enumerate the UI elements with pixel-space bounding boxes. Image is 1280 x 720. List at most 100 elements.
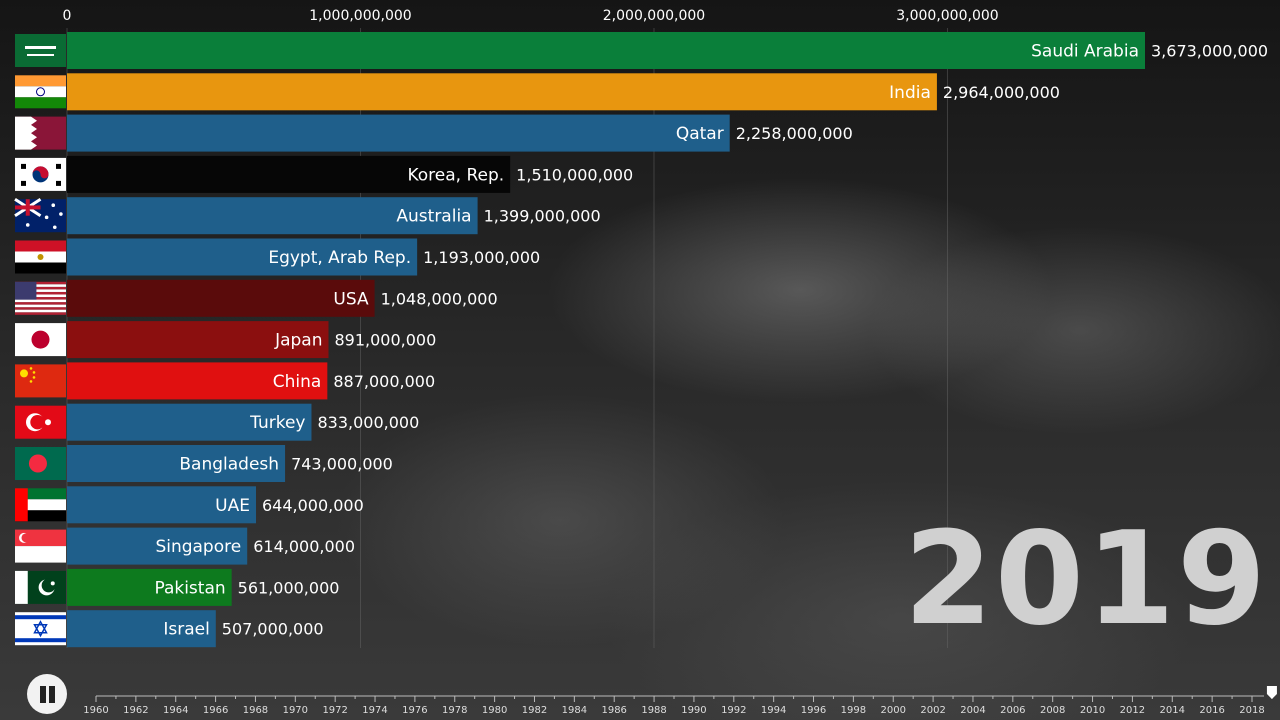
israel-flag [15, 612, 66, 646]
bar-value-label: 507,000,000 [222, 620, 324, 639]
timeline-year-label: 1970 [283, 705, 308, 716]
bar-category-label: Qatar [676, 124, 724, 144]
bar [67, 279, 375, 317]
x-tick-label: 0 [63, 8, 72, 24]
bar-value-label: 561,000,000 [238, 578, 340, 597]
korea-flag [15, 157, 66, 191]
bar-value-label: 3,673,000,000 [1151, 42, 1268, 61]
bar-value-label: 1,048,000,000 [381, 289, 498, 308]
bar [67, 197, 478, 235]
bar-category-label: China [273, 372, 322, 392]
bar-category-label: Egypt, Arab Rep. [268, 248, 411, 268]
bar-category-label: Australia [396, 207, 471, 227]
x-tick-label: 3,000,000,000 [896, 8, 998, 24]
pause-button[interactable] [27, 674, 67, 714]
bar [67, 610, 216, 648]
usa-flag [15, 281, 66, 315]
bar-value-label: 2,964,000,000 [943, 83, 1060, 102]
bar [67, 527, 248, 565]
timeline-year-label: 1962 [123, 705, 148, 716]
bar-value-label: 891,000,000 [335, 331, 437, 350]
timeline-handle[interactable] [1266, 686, 1277, 699]
india-flag [15, 75, 66, 109]
bar [67, 155, 511, 193]
bar-value-label: 1,510,000,000 [516, 165, 633, 184]
bar-category-label: Saudi Arabia [1031, 42, 1139, 62]
timeline-year-label: 2014 [1160, 705, 1185, 716]
bar [67, 362, 328, 400]
bar-category-label: Singapore [155, 537, 241, 557]
bar-value-label: 743,000,000 [291, 455, 393, 474]
timeline-year-label: 1994 [761, 705, 786, 716]
timeline-year-label: 1996 [801, 705, 826, 716]
bar [67, 568, 232, 606]
pause-icon [40, 686, 46, 703]
timeline-year-label: 1980 [482, 705, 507, 716]
singapore-flag [15, 529, 66, 563]
pause-icon-bar [49, 686, 55, 703]
bar-value-label: 1,399,000,000 [484, 207, 601, 226]
qatar-flag [15, 116, 66, 150]
timeline-year-label: 1978 [442, 705, 467, 716]
bar [67, 238, 418, 276]
saudi-arabia-flag [15, 34, 66, 67]
bar-value-label: 614,000,000 [253, 537, 355, 556]
pakistan-flag [15, 570, 66, 604]
uae-flag [15, 488, 66, 522]
timeline-year-label: 1988 [641, 705, 666, 716]
timeline-year-label: 1964 [163, 705, 188, 716]
timeline-year-label: 1976 [402, 705, 427, 716]
timeline-year-label: 2004 [960, 705, 985, 716]
bar-value-label: 2,258,000,000 [736, 124, 853, 143]
bar-category-label: India [889, 83, 931, 103]
x-tick-label: 1,000,000,000 [309, 8, 411, 24]
turkey-flag [15, 405, 66, 439]
x-tick-label: 2,000,000,000 [603, 8, 705, 24]
timeline-year-label: 1984 [562, 705, 587, 716]
timeline-year-label: 1968 [243, 705, 268, 716]
australia-flag [14, 197, 66, 233]
timeline-year-label: 2008 [1040, 705, 1065, 716]
timeline-year-label: 2012 [1120, 705, 1145, 716]
timeline-year-label: 2018 [1239, 705, 1264, 716]
bar [67, 321, 329, 359]
bar-value-label: 644,000,000 [262, 496, 364, 515]
timeline-year-label: 1990 [681, 705, 706, 716]
bar-category-label: UAE [215, 496, 250, 516]
bar-category-label: Japan [274, 331, 322, 351]
bar-value-label: 1,193,000,000 [423, 248, 540, 267]
bar-category-label: USA [333, 289, 369, 309]
timeline-year-label: 1974 [362, 705, 387, 716]
bar [67, 114, 730, 152]
year-label: 2019 [903, 505, 1268, 654]
china-flag [15, 364, 66, 398]
timeline-year-label: 2010 [1080, 705, 1105, 716]
bar [67, 403, 312, 441]
timeline-year-label: 2000 [881, 705, 906, 716]
bar-category-label: Korea, Rep. [407, 165, 504, 185]
timeline-year-label: 1998 [841, 705, 866, 716]
bar [67, 486, 257, 524]
bangladesh-flag [15, 447, 66, 480]
timeline-year-label: 2006 [1000, 705, 1025, 716]
egypt-flag [15, 240, 66, 274]
timeline-year-label: 1966 [203, 705, 228, 716]
timeline-year-label: 2016 [1199, 705, 1224, 716]
bar-category-label: Pakistan [154, 578, 225, 598]
timeline-year-label: 1960 [83, 705, 108, 716]
timeline-year-label: 1992 [721, 705, 746, 716]
bar [67, 32, 1145, 69]
timeline-year-label: 2002 [920, 705, 945, 716]
bar [67, 73, 937, 111]
bar-category-label: Bangladesh [179, 455, 279, 475]
timeline-year-label: 1986 [601, 705, 626, 716]
timeline-year-label: 1982 [522, 705, 547, 716]
bar-value-label: 833,000,000 [317, 413, 419, 432]
bar-category-label: Turkey [249, 413, 305, 433]
bar-value-label: 887,000,000 [333, 372, 435, 391]
timeline-year-label: 1972 [322, 705, 347, 716]
japan-flag [15, 323, 66, 357]
bar-category-label: Israel [163, 620, 209, 640]
bar [67, 445, 286, 482]
